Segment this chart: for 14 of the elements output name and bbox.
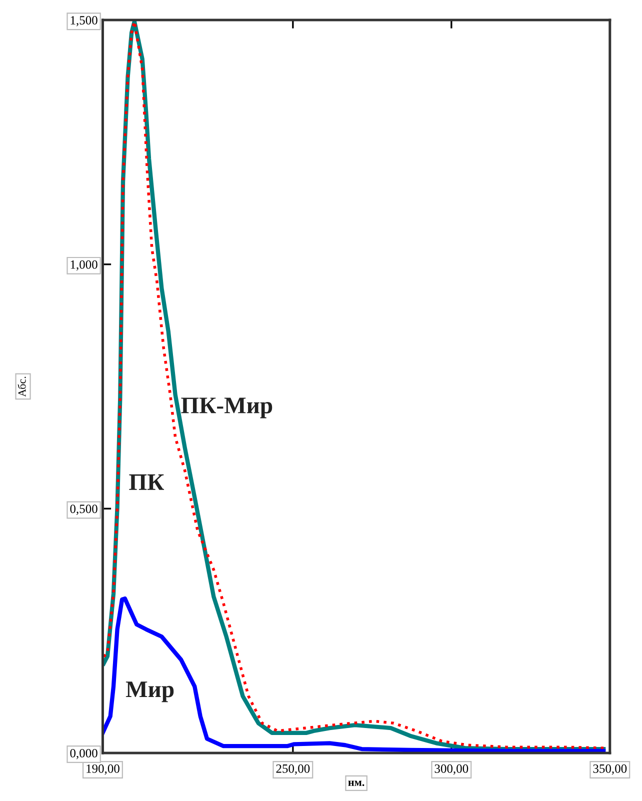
x-tick-label: 250,00 bbox=[276, 764, 310, 775]
series-label: ПК bbox=[129, 474, 164, 490]
x-tick-label: 190,00 bbox=[86, 764, 120, 775]
y-tick-label: 0,500 bbox=[70, 504, 98, 515]
series-label: ПК-Мир bbox=[181, 398, 272, 418]
y-tick-label: 1,500 bbox=[70, 16, 98, 26]
y-tick-label: 0,000 bbox=[70, 748, 98, 760]
line-series bbox=[102, 596, 606, 753]
x-tick-label: 350,00 bbox=[593, 764, 627, 775]
x-tick-label: 300,00 bbox=[434, 764, 468, 775]
series-label: Мир bbox=[126, 682, 174, 702]
y-axis-title: Абс. bbox=[18, 376, 26, 397]
x-axis-title: нм. bbox=[348, 780, 364, 786]
y-tick-label: 1,000 bbox=[70, 260, 98, 271]
